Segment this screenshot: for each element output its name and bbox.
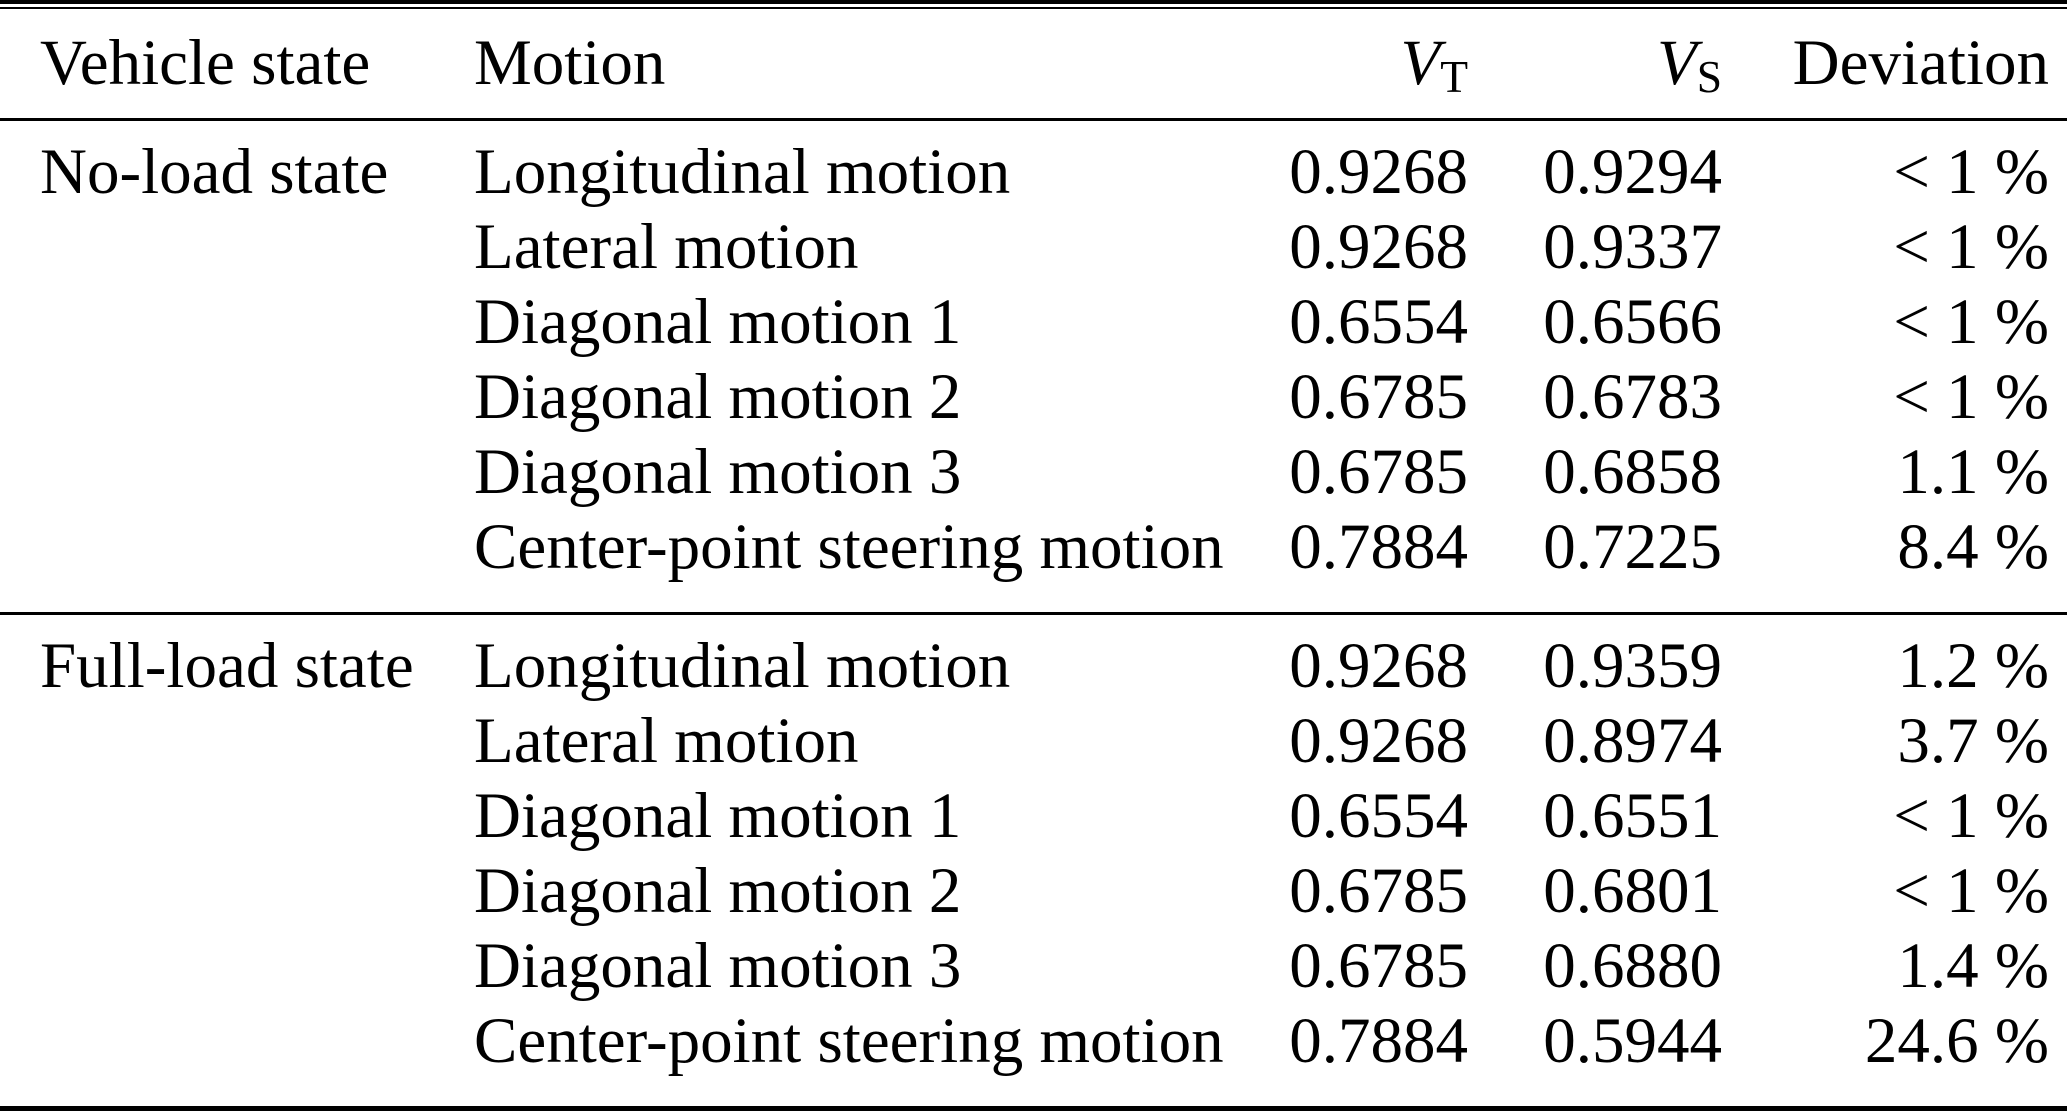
cell-deviation: < 1 %	[1893, 780, 2049, 852]
cell-vehicle-state	[0, 360, 434, 435]
section-no-load: No-load state Longitudinal motion 0.9268…	[0, 121, 2067, 612]
table-row: Diagonal motion 3 0.6785 0.6858 1.1 %	[0, 435, 2067, 510]
cell-deviation: < 1 %	[1893, 136, 2049, 208]
cell-vs: 0.9337	[1543, 211, 1722, 283]
bottom-rule	[0, 1106, 2067, 1111]
cell-vs: 0.6783	[1543, 361, 1722, 433]
cell-vs: 0.6880	[1543, 930, 1722, 1002]
section-separator-rule	[0, 612, 2067, 615]
table-row: No-load state Longitudinal motion 0.9268…	[0, 135, 2067, 210]
cell-vt: 0.6785	[1289, 361, 1468, 433]
section-full-load: Full-load state Longitudinal motion 0.92…	[0, 615, 2067, 1106]
header-vs: VS	[1468, 9, 1722, 118]
table-row: Diagonal motion 2 0.6785 0.6783 < 1 %	[0, 360, 2067, 435]
cell-vt: 0.7884	[1289, 1005, 1468, 1077]
cell-deviation: < 1 %	[1893, 211, 2049, 283]
header-vehicle-state: Vehicle state	[40, 27, 371, 99]
top-rule-thick	[0, 0, 2067, 4]
cell-vehicle-state	[0, 1004, 434, 1079]
top-rule-gap	[0, 4, 2067, 7]
cell-deviation: 1.1 %	[1897, 436, 2049, 508]
top-rule-thin	[0, 7, 2067, 9]
header-vt-symbol: V	[1400, 27, 1441, 99]
header-vs-symbol: V	[1656, 27, 1697, 99]
table-row: Diagonal motion 1 0.6554 0.6551 < 1 %	[0, 779, 2067, 854]
cell-vehicle-state	[0, 854, 434, 929]
cell-vehicle-state: No-load state	[40, 136, 389, 208]
cell-vehicle-state	[0, 435, 434, 510]
cell-motion: Longitudinal motion	[474, 136, 1011, 208]
cell-motion: Center-point steering motion	[474, 1005, 1224, 1077]
header-deviation: Deviation	[1792, 27, 2049, 99]
cell-vehicle-state	[0, 510, 434, 585]
cell-motion: Diagonal motion 3	[474, 930, 962, 1002]
cell-motion: Lateral motion	[474, 211, 859, 283]
table-row: Center-point steering motion 0.7884 0.72…	[0, 510, 2067, 585]
table-row: Full-load state Longitudinal motion 0.92…	[0, 629, 2067, 704]
cell-deviation: 8.4 %	[1897, 511, 2049, 583]
cell-deviation: 1.2 %	[1897, 630, 2049, 702]
table-row: Diagonal motion 3 0.6785 0.6880 1.4 %	[0, 929, 2067, 1004]
cell-motion: Diagonal motion 2	[474, 855, 962, 927]
cell-vt: 0.9268	[1289, 705, 1468, 777]
table-row: Lateral motion 0.9268 0.9337 < 1 %	[0, 210, 2067, 285]
cell-vt: 0.9268	[1289, 136, 1468, 208]
cell-vs: 0.8974	[1543, 705, 1722, 777]
cell-vt: 0.6785	[1289, 436, 1468, 508]
header-motion: Motion	[474, 27, 666, 99]
cell-deviation: < 1 %	[1893, 286, 2049, 358]
cell-motion: Center-point steering motion	[474, 511, 1224, 583]
cell-vt: 0.9268	[1289, 630, 1468, 702]
cell-vt: 0.9268	[1289, 211, 1468, 283]
cell-vehicle-state	[0, 704, 434, 779]
table-header-row: Vehicle state Motion VT VS Deviation	[0, 9, 2067, 118]
cell-deviation: 1.4 %	[1897, 930, 2049, 1002]
cell-vs: 0.9359	[1543, 630, 1722, 702]
cell-motion: Lateral motion	[474, 705, 859, 777]
cell-vehicle-state	[0, 929, 434, 1004]
cell-vs: 0.6566	[1543, 286, 1722, 358]
cell-vehicle-state	[0, 285, 434, 360]
cell-deviation: < 1 %	[1893, 361, 2049, 433]
cell-motion: Diagonal motion 1	[474, 780, 962, 852]
cell-vehicle-state: Full-load state	[40, 630, 414, 702]
cell-vs: 0.5944	[1543, 1005, 1722, 1077]
cell-deviation: < 1 %	[1893, 855, 2049, 927]
cell-vs: 0.7225	[1543, 511, 1722, 583]
cell-motion: Longitudinal motion	[474, 630, 1011, 702]
table-row: Lateral motion 0.9268 0.8974 3.7 %	[0, 704, 2067, 779]
cell-motion: Diagonal motion 1	[474, 286, 962, 358]
header-vt-subscript: T	[1440, 51, 1468, 103]
cell-vs: 0.6858	[1543, 436, 1722, 508]
header-vs-subscript: S	[1696, 51, 1722, 103]
cell-deviation: 24.6 %	[1864, 1005, 2049, 1077]
cell-vs: 0.6801	[1543, 855, 1722, 927]
cell-vehicle-state	[0, 210, 434, 285]
header-separator-rule	[0, 118, 2067, 121]
header-vt: VT	[1270, 9, 1468, 118]
table-row: Diagonal motion 1 0.6554 0.6566 < 1 %	[0, 285, 2067, 360]
cell-vs: 0.9294	[1543, 136, 1722, 208]
cell-vt: 0.6554	[1289, 286, 1468, 358]
cell-vt: 0.6554	[1289, 780, 1468, 852]
cell-vt: 0.7884	[1289, 511, 1468, 583]
cell-deviation: 3.7 %	[1897, 705, 2049, 777]
cell-motion: Diagonal motion 2	[474, 361, 962, 433]
cell-vt: 0.6785	[1289, 930, 1468, 1002]
cell-vt: 0.6785	[1289, 855, 1468, 927]
table-row: Diagonal motion 2 0.6785 0.6801 < 1 %	[0, 854, 2067, 929]
cell-vs: 0.6551	[1543, 780, 1722, 852]
cell-vehicle-state	[0, 779, 434, 854]
table-row: Center-point steering motion 0.7884 0.59…	[0, 1004, 2067, 1079]
cell-motion: Diagonal motion 3	[474, 436, 962, 508]
